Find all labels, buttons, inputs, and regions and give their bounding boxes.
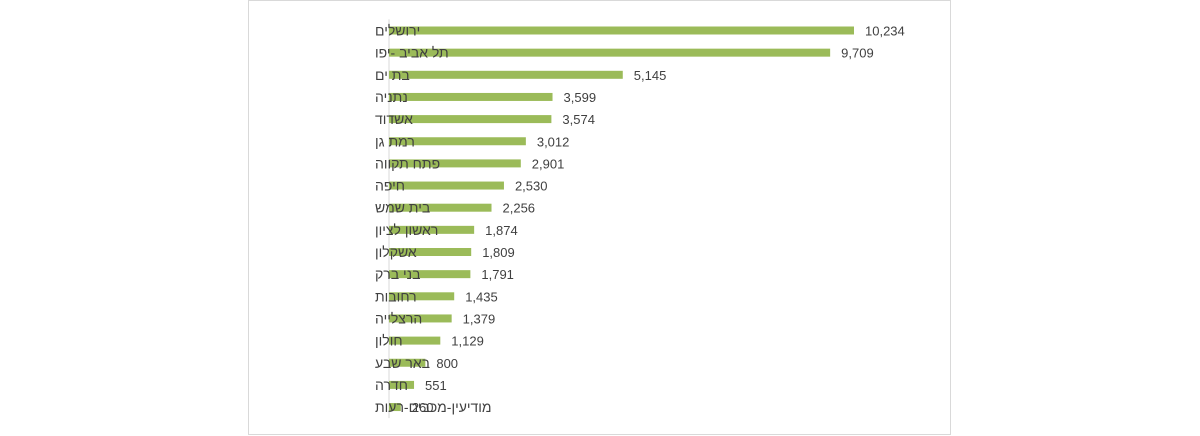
category-label: חולון [375,333,403,349]
bar-chart: ירושלים תל אביב -יפו בת ים נתניה אשדוד רמת גן… [375,19,905,419]
category-label: מודיעין-מכבים-רעות [375,399,492,415]
bar [389,181,504,190]
data-label: 551 [425,378,447,393]
category-label: בני ברק [375,266,420,282]
data-label: 5,145 [634,68,667,83]
bar [389,70,623,79]
data-label: 2,901 [532,156,565,171]
data-label: 2,256 [503,201,536,216]
category-label: אשדוד [375,111,413,127]
bar [389,403,401,412]
category-label: ראשון לציון [375,222,438,238]
data-label: 800 [436,356,458,371]
data-label: 1,874 [485,223,518,238]
category-label: הרצלייה [375,310,422,326]
data-label: 1,791 [481,267,514,282]
bar [389,336,441,345]
bar [389,26,854,35]
bar [389,270,471,279]
chart-frame: ירושלים תל אביב -יפו בת ים נתניה אשדוד רמת גן… [248,0,951,435]
bar [389,358,426,367]
bar [389,225,475,234]
bar [389,203,492,212]
category-label: פתח תקווה [375,155,440,171]
data-label: 3,574 [562,112,595,127]
bar [389,115,552,124]
data-label: 9,709 [841,46,874,61]
bars-group [389,26,854,412]
data-label: 1,129 [451,334,484,349]
category-label: חיפה [375,178,405,194]
category-label: באר שבע [375,355,430,371]
data-label: 260 [412,400,434,415]
category-label: בת ים [375,67,410,83]
data-label: 3,599 [564,90,597,105]
category-label: רמת גן [375,133,415,149]
data-label: 10,234 [865,24,905,39]
bar [389,92,553,101]
bar [389,48,831,57]
data-label: 3,012 [537,134,570,149]
bar [389,137,526,146]
data-label: 2,530 [515,179,548,194]
bar [389,159,521,168]
category-label: נתניה [375,89,408,105]
bar [389,292,455,301]
category-label: ירושלים [375,23,420,39]
data-label: 1,435 [465,289,498,304]
bar [389,380,415,389]
data-label: 1,809 [482,245,515,260]
category-label: אשקלון [375,244,417,260]
category-label: תל אביב -יפו [375,45,449,61]
value-labels-group: 10,234 9,709 5,145 3,599 3,574 3,012 2,901 2,53… [412,24,905,416]
bar [389,314,452,323]
category-label: רחובות [375,288,417,304]
bar [389,248,472,256]
data-label: 1,379 [463,311,496,326]
category-labels-group: ירושלים תל אביב -יפו בת ים נתניה אשדוד רמת גן… [375,23,492,416]
category-label: חדרה [375,377,408,393]
category-label: בית שמש [375,200,430,216]
